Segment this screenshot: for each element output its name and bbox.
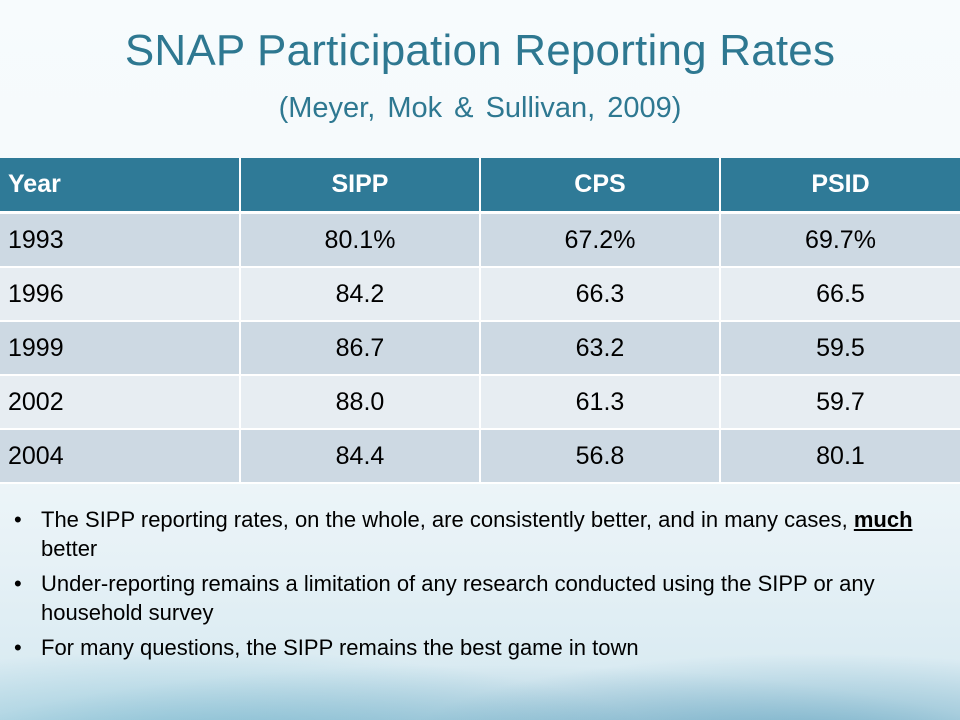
cell-sipp: 84.2 [240,267,481,322]
bullet-3-text: For many questions, the SIPP remains the… [41,635,639,660]
cell-year: 1999 [0,321,241,376]
cell-psid: 59.7 [720,375,960,430]
cell-year: 1993 [0,212,241,268]
bullet-dot-icon: • [14,507,22,532]
cell-cps: 66.3 [480,267,721,322]
cell-cps: 67.2% [480,212,721,268]
cell-year: 2004 [0,429,241,484]
cell-psid: 66.5 [720,267,960,322]
reporting-rates-table: Year SIPP CPS PSID 1993 80.1% 67.2% 69.7… [0,158,960,484]
bullet-dot-icon: • [14,571,22,596]
bullet-item: • For many questions, the SIPP remains t… [14,633,954,662]
slide-title: SNAP Participation Reporting Rates [124,26,836,75]
bullet-1-text-end: better [41,536,98,561]
header-cps: CPS [480,158,721,214]
cell-cps: 56.8 [480,429,721,484]
cell-sipp: 88.0 [240,375,481,430]
cell-sipp: 86.7 [240,321,481,376]
cell-cps: 63.2 [480,321,721,376]
table-row: 1996 84.2 66.3 66.5 [0,267,960,322]
bullet-item: • The SIPP reporting rates, on the whole… [14,505,954,563]
bullet-list: • The SIPP reporting rates, on the whole… [14,505,954,668]
cell-psid: 59.5 [720,321,960,376]
table-header-row: Year SIPP CPS PSID [0,158,960,214]
cell-sipp: 80.1% [240,212,481,268]
bullet-1-emphasis: much [853,507,913,532]
cell-cps: 61.3 [480,375,721,430]
table-row: 2002 88.0 61.3 59.7 [0,375,960,430]
header-psid: PSID [720,158,960,214]
cell-psid: 80.1 [720,429,960,484]
cell-year: 1996 [0,267,241,322]
header-sipp: SIPP [240,158,481,214]
cell-sipp: 84.4 [240,429,481,484]
header-year: Year [0,158,241,214]
cell-year: 2002 [0,375,241,430]
table-row: 1993 80.1% 67.2% 69.7% [0,212,960,268]
cell-psid: 69.7% [720,212,960,268]
bullet-2-text: Under-reporting remains a limitation of … [41,571,875,625]
bullet-dot-icon: • [14,635,22,660]
slide-subtitle: (Meyer, Mok & Sullivan, 2009) [278,92,682,124]
table-row: 2004 84.4 56.8 80.1 [0,429,960,484]
table-row: 1999 86.7 63.2 59.5 [0,321,960,376]
bullet-1-text-start: The SIPP reporting rates, on the whole, … [41,507,854,532]
bullet-item: • Under-reporting remains a limitation o… [14,569,954,627]
